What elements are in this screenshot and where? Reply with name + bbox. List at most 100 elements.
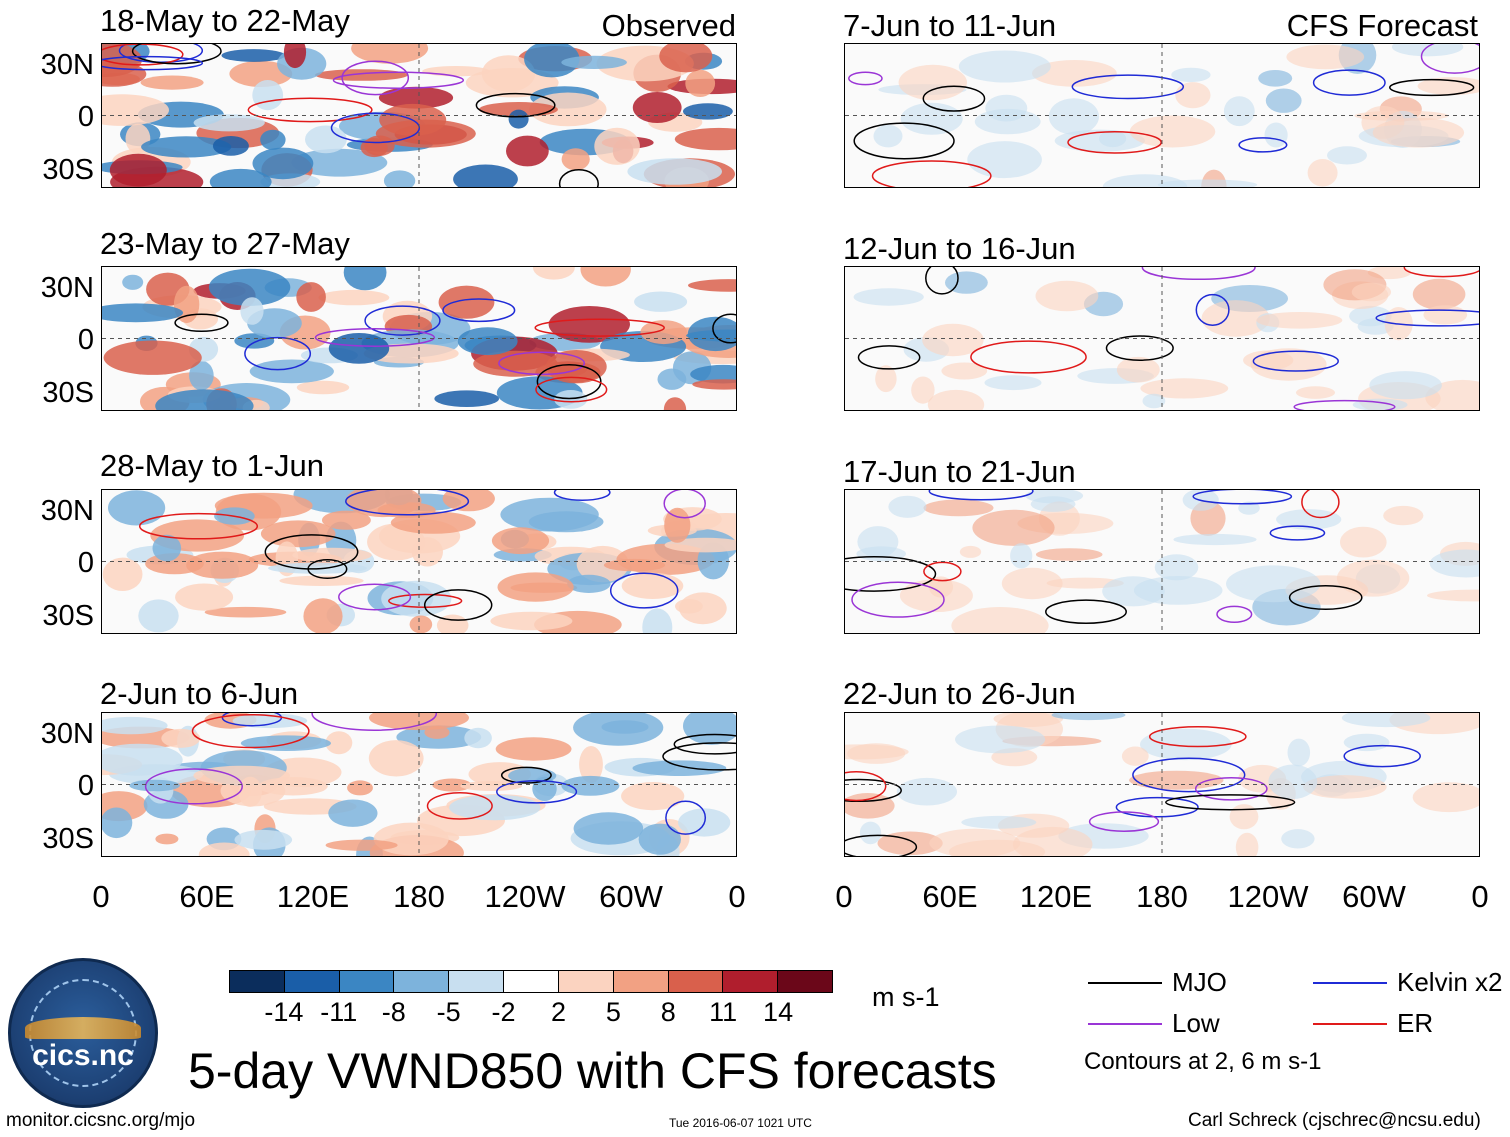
map-plot (101, 266, 737, 411)
wind-anomaly-blob (911, 376, 935, 404)
wind-anomaly-blob (296, 282, 326, 312)
wind-anomaly-blob (1229, 804, 1259, 830)
wind-anomaly-blob (508, 767, 557, 784)
map-plot (844, 43, 1480, 188)
wave-contour (1269, 525, 1326, 541)
wave-contour (423, 589, 493, 621)
wind-anomaly-blob (189, 360, 214, 391)
wind-anomaly-blob (959, 545, 982, 558)
wind-anomaly-blob (638, 823, 681, 855)
wave-contour (1071, 74, 1185, 100)
wind-anomaly-blob (1238, 501, 1260, 515)
wind-anomaly-blob (659, 44, 713, 73)
wind-anomaly-blob (1417, 77, 1479, 96)
map-field (845, 713, 1479, 856)
wave-contour (535, 376, 608, 403)
legend-label: Kelvin x2 (1397, 967, 1503, 997)
wind-anomaly-blob (1175, 82, 1211, 109)
wind-anomaly-blob (1423, 305, 1468, 325)
wind-anomaly-blob (351, 44, 429, 64)
longitude-label: 60E (922, 879, 978, 914)
wind-anomaly-blob (524, 44, 580, 78)
wind-anomaly-blob (175, 583, 234, 611)
panel-period-title: 18-May to 22-May (100, 3, 350, 38)
wave-contour (857, 345, 921, 370)
wind-anomaly-blob (240, 297, 264, 325)
wind-anomaly-blob (495, 737, 572, 761)
panel-period-title: 2-Jun to 6-Jun (100, 676, 299, 711)
wind-anomaly-blob (929, 828, 1021, 856)
colorbar-segment (230, 971, 285, 992)
wind-anomaly-blob (632, 92, 682, 123)
map-field (102, 267, 736, 410)
footer-url[interactable]: monitor.cicsnc.org/mjo (6, 1110, 196, 1131)
colorbar-tick-label: -11 (320, 997, 358, 1027)
cics-logo: cics.nc (8, 958, 158, 1108)
wind-anomaly-blob (422, 66, 490, 77)
wave-contour (345, 490, 470, 516)
wind-anomaly-blob (102, 743, 183, 776)
wind-anomaly-blob (1412, 278, 1466, 310)
wind-anomaly-blob (657, 368, 687, 390)
wind-anomaly-blob (1157, 179, 1258, 187)
wind-anomaly-blob (373, 822, 449, 856)
wave-contour (536, 363, 602, 400)
wind-anomaly-blob (528, 511, 604, 533)
wind-anomaly-blob (508, 109, 529, 129)
wind-anomaly-blob (1303, 775, 1387, 799)
wind-anomaly-blob (383, 170, 416, 187)
wind-anomaly-blob (561, 55, 627, 69)
legend-label: MJO (1172, 967, 1227, 997)
wind-anomaly-blob (252, 80, 284, 111)
wind-anomaly-blob (1030, 496, 1076, 512)
wind-anomaly-blob (533, 267, 575, 280)
wave-contour (673, 733, 736, 755)
wind-anomaly-blob (108, 490, 166, 526)
wind-anomaly-blob (683, 713, 736, 745)
wind-anomaly-blob (1258, 70, 1293, 87)
latitude-label: 0 (77, 324, 94, 356)
wind-anomaly-blob (1327, 146, 1367, 165)
wind-anomaly-blob (573, 713, 664, 746)
wave-contour (191, 713, 310, 749)
colorbar-tick-label: -14 (264, 997, 304, 1027)
wave-contour (311, 713, 438, 731)
wind-anomaly-blob (1201, 300, 1270, 337)
longitude-label: 0 (728, 879, 746, 914)
map-plot (101, 43, 737, 188)
wind-anomaly-blob (941, 362, 988, 380)
wind-anomaly-blob (102, 303, 184, 323)
colorbar-segment (558, 971, 614, 992)
wind-anomaly-blob (1173, 533, 1257, 546)
wind-anomaly-blob (984, 375, 1042, 391)
map-plot (844, 489, 1480, 634)
wind-anomaly-blob (573, 812, 644, 845)
wind-anomaly-blob (141, 136, 232, 158)
longitude-label: 120E (276, 879, 350, 914)
colorbar-tick-label: 5 (605, 997, 621, 1027)
wave-contour (553, 490, 611, 501)
latitude-label: 30N (40, 49, 94, 81)
wind-anomaly-blob (548, 306, 630, 343)
wind-anomaly-blob (318, 289, 390, 306)
wind-anomaly-blob (506, 135, 549, 167)
wind-anomaly-blob (634, 291, 688, 312)
wind-anomaly-blob (232, 713, 308, 729)
wave-contour (131, 44, 222, 65)
wind-anomaly-blob (315, 69, 408, 81)
wind-anomaly-blob (1154, 554, 1199, 581)
wind-anomaly-blob (1286, 44, 1365, 70)
panel-period-title: 28-May to 1-Jun (100, 448, 324, 483)
wind-anomaly-blob (1369, 371, 1442, 400)
wave-contour (853, 122, 955, 160)
wave-contour (665, 800, 707, 835)
wave-contour (712, 313, 736, 344)
map-field (102, 44, 736, 187)
logo-mountain-arc (25, 1017, 141, 1039)
wind-anomaly-blob (1235, 832, 1259, 856)
wave-contour (174, 313, 229, 333)
wave-contour (970, 340, 1087, 374)
map-plot (101, 489, 737, 634)
wave-contour (138, 512, 259, 540)
wind-anomaly-blob (621, 572, 684, 599)
